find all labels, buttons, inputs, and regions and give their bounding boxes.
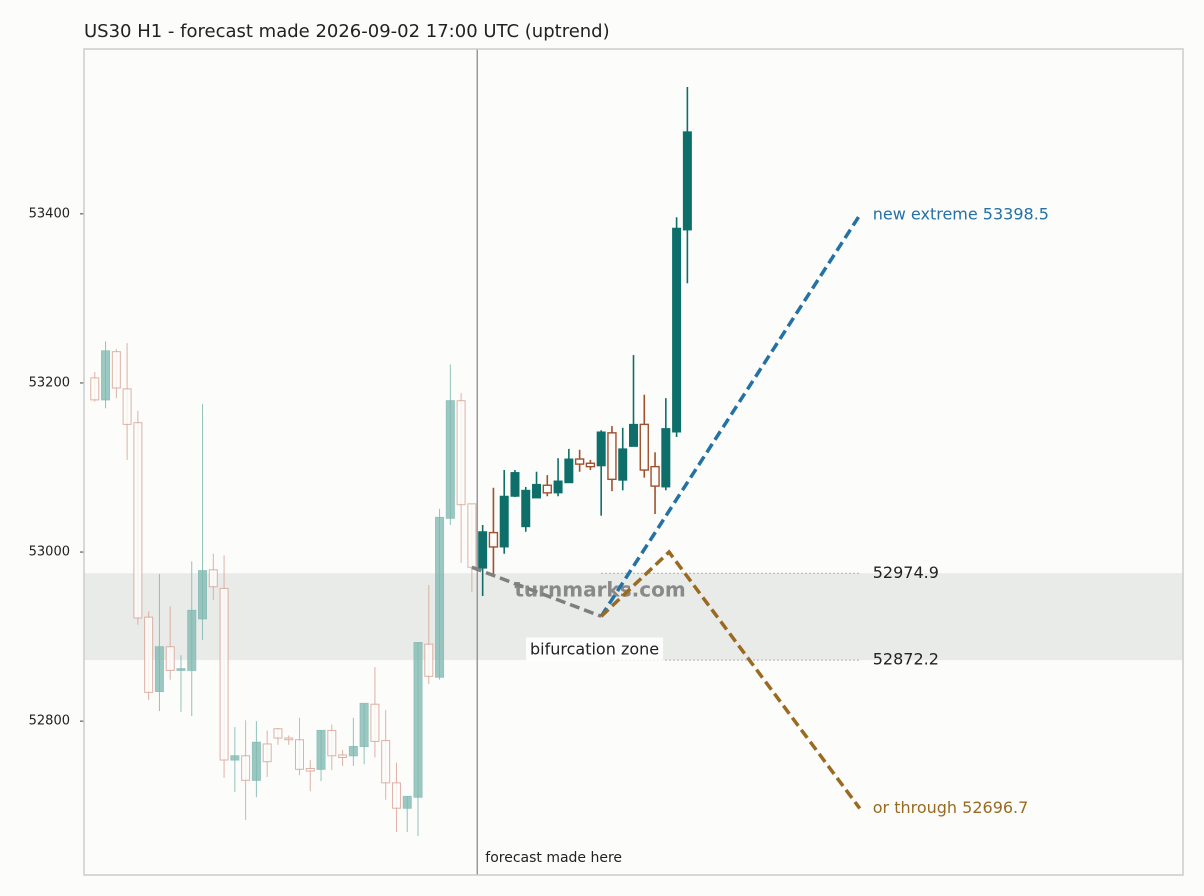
candle-body [488, 531, 499, 548]
candle-body [607, 432, 617, 481]
candle-body [111, 351, 121, 389]
candle-body [122, 388, 132, 425]
candle-body [391, 782, 401, 809]
chart-title: US30 H1 - forecast made 2026-09-02 17:00… [84, 21, 610, 42]
candle-body [445, 400, 455, 519]
candle-body [176, 668, 186, 671]
candle-body [574, 458, 585, 465]
candle-body [241, 755, 251, 781]
annotation: new extreme 53398.5 [873, 205, 1049, 224]
candle-body [424, 643, 434, 677]
candle-body [596, 431, 606, 467]
candle-body [338, 754, 348, 758]
candle-body [284, 737, 294, 741]
candle-body [402, 795, 412, 809]
candle-body [467, 503, 477, 568]
y-tick-label: 52800 [29, 714, 70, 729]
candle-body [262, 743, 272, 763]
candle-body [348, 745, 358, 757]
candle-body [585, 462, 596, 468]
candle-body [499, 495, 509, 548]
candle-body [618, 448, 628, 481]
forecast-path [599, 549, 862, 810]
candle-body [133, 422, 143, 619]
candle-body [510, 472, 520, 497]
watermark: turnmarks.com [514, 578, 685, 602]
candle-body [101, 350, 111, 401]
candle-body [251, 741, 261, 781]
candle-body [187, 609, 197, 671]
candle-body [327, 729, 337, 757]
candle-body [154, 646, 164, 693]
zone-level-label: 52872.2 [873, 650, 939, 669]
candle-body [359, 702, 369, 747]
forecast-path [471, 565, 602, 618]
candle-body [198, 570, 208, 620]
candle-body [553, 480, 563, 494]
candle-body [316, 729, 326, 770]
forecast-label: forecast made here [485, 850, 622, 866]
zone-level-label: 52974.9 [873, 563, 939, 582]
y-tick-label: 53200 [29, 375, 70, 390]
candle-body [305, 767, 315, 772]
candle-body [381, 740, 391, 784]
candle-body [165, 646, 175, 671]
candle-body [456, 400, 466, 506]
candle-body [370, 703, 380, 742]
candle-body [661, 428, 671, 488]
candle-body [273, 728, 283, 739]
zone-label-bg [526, 637, 664, 661]
candle-body [639, 423, 649, 471]
candle-body [521, 489, 531, 528]
candle-body [672, 227, 682, 433]
candle-body [650, 465, 660, 487]
candle-body [413, 642, 423, 798]
y-tick-label: 53400 [29, 206, 70, 221]
candle-body [629, 423, 638, 447]
zone-label: bifurcation zone [530, 640, 659, 659]
candle-body [542, 484, 553, 494]
annotation: or through 52696.7 [873, 798, 1029, 817]
candle-body [230, 755, 240, 761]
candle-body [144, 616, 154, 693]
candle-body [208, 569, 218, 588]
candle-body [682, 131, 692, 231]
y-tick-label: 53000 [29, 545, 70, 560]
candle-body [478, 531, 488, 569]
candle-body [564, 458, 574, 484]
candle-body [294, 739, 304, 770]
candle-body [435, 516, 445, 678]
forecast-path [599, 214, 862, 618]
candle-body [532, 483, 542, 499]
plot-frame [83, 48, 1184, 876]
candle-body [90, 377, 100, 401]
candle-body [219, 587, 229, 761]
